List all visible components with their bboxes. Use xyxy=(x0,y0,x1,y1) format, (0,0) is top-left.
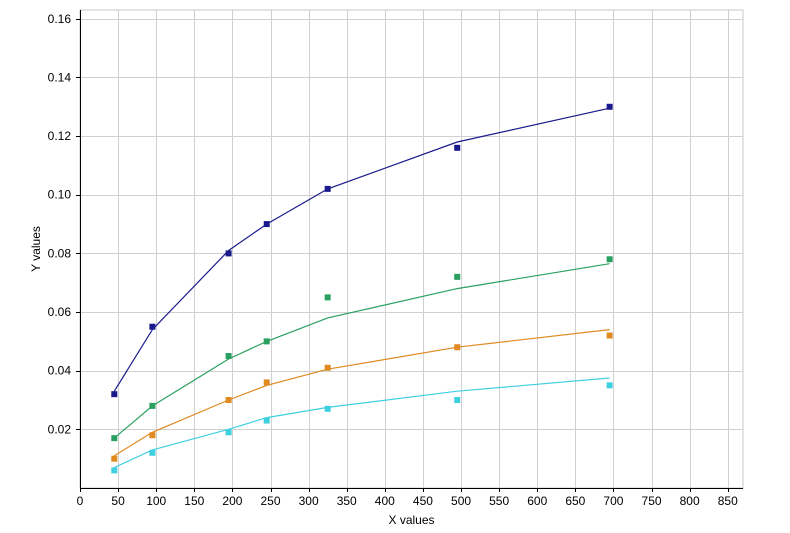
x-tick-label: 100 xyxy=(146,494,166,508)
y-tick-label: 0.02 xyxy=(48,422,72,436)
x-tick-label: 850 xyxy=(718,494,738,508)
series-layer xyxy=(111,103,613,474)
series-1-point xyxy=(111,391,118,398)
series-1-point xyxy=(263,221,270,228)
x-tick-label: 800 xyxy=(680,494,700,508)
series-3-point xyxy=(263,379,270,386)
series-2-point xyxy=(324,294,331,301)
series-3-point xyxy=(149,432,156,439)
series-2-point xyxy=(225,353,232,360)
series-2 xyxy=(111,256,613,442)
y-tick-label: 0.04 xyxy=(48,364,72,378)
y-tick-label: 0.10 xyxy=(48,188,72,202)
x-tick-label: 650 xyxy=(565,494,585,508)
grid xyxy=(79,9,744,489)
series-1-point xyxy=(225,250,232,257)
plot-area xyxy=(79,9,744,489)
x-axis-title: X values xyxy=(388,513,434,527)
x-tick-label: 250 xyxy=(261,494,281,508)
series-1-point xyxy=(606,103,613,110)
x-tick-label: 50 xyxy=(111,494,125,508)
series-4-point xyxy=(263,417,270,424)
x-tick-label: 300 xyxy=(299,494,319,508)
series-2-point xyxy=(606,256,613,263)
series-1-point xyxy=(324,185,331,192)
series-1 xyxy=(111,103,613,398)
series-3-point xyxy=(606,332,613,339)
series-4-point xyxy=(225,429,232,436)
x-tick-label: 550 xyxy=(489,494,509,508)
y-tick-label: 0.08 xyxy=(48,246,72,260)
y-tick-label: 0.06 xyxy=(48,305,72,319)
series-3-point xyxy=(111,455,118,462)
series-1-point xyxy=(149,323,156,330)
series-3-point xyxy=(324,364,331,371)
x-tick-label: 500 xyxy=(451,494,471,508)
y-tick-label: 0.12 xyxy=(48,129,72,143)
series-4-point xyxy=(454,397,461,404)
series-2-point xyxy=(454,273,461,280)
series-1-point xyxy=(454,144,461,151)
series-2-point xyxy=(111,435,118,442)
series-2-point xyxy=(149,402,156,409)
y-tick-label: 0.14 xyxy=(48,70,72,84)
series-3 xyxy=(111,329,613,462)
y-tick-label: 0.16 xyxy=(48,12,72,26)
x-tick-label: 600 xyxy=(527,494,547,508)
axes xyxy=(76,10,743,492)
x-tick-label: 450 xyxy=(413,494,433,508)
tick-labels: 0 50 100 150 200 250 300 350 400 450 500 550 600 650 7… xyxy=(48,12,738,508)
series-4-point xyxy=(606,382,613,389)
series-3-point xyxy=(225,397,232,404)
x-tick-label: 350 xyxy=(337,494,357,508)
series-4-point xyxy=(111,467,118,474)
x-tick-label: 750 xyxy=(642,494,662,508)
series-4 xyxy=(111,377,613,474)
series-2-point xyxy=(263,338,270,345)
y-axis-title: Y values xyxy=(29,226,43,272)
x-tick-label: 400 xyxy=(375,494,395,508)
series-4-point xyxy=(149,449,156,456)
x-tick-label: 0 xyxy=(77,494,84,508)
x-tick-label: 200 xyxy=(222,494,242,508)
x-tick-label: 150 xyxy=(184,494,204,508)
series-3-point xyxy=(454,344,461,351)
x-tick-label: 700 xyxy=(603,494,623,508)
series-4-point xyxy=(324,405,331,412)
